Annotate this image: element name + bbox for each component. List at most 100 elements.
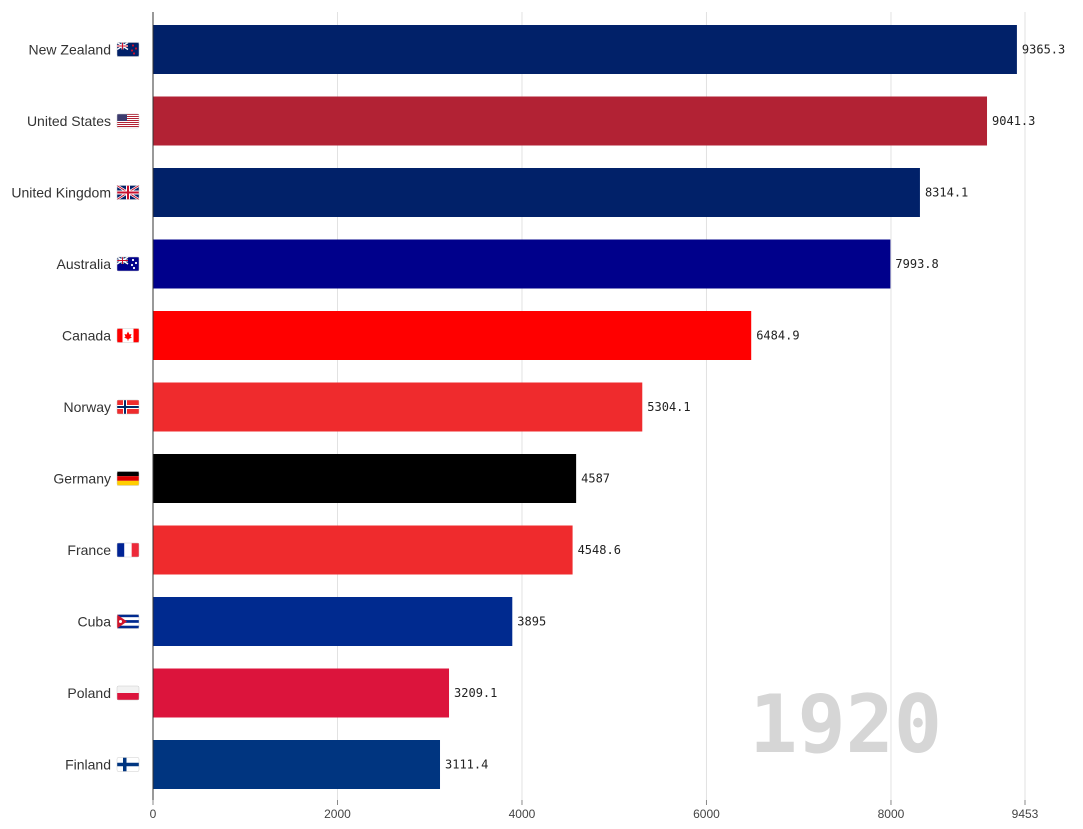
category-label: Germany <box>53 471 111 487</box>
value-label: 3209.1 <box>454 686 497 700</box>
flag-star <box>131 44 135 47</box>
bar <box>153 25 1017 74</box>
flag-part <box>117 617 139 621</box>
flag-part <box>117 620 139 623</box>
flag-part <box>117 191 139 194</box>
flag-part <box>131 543 139 557</box>
flag-border <box>116 42 140 57</box>
value-label: 9365.3 <box>1022 43 1065 57</box>
bar <box>153 668 450 718</box>
flag-part <box>117 45 128 47</box>
flag-part <box>117 127 139 128</box>
flag-part <box>124 331 132 341</box>
flag-part <box>117 260 128 261</box>
flag-part <box>117 120 139 121</box>
axes: 0 2000 4000 6000 8000 9453 New Zealand United S… <box>11 12 1039 821</box>
year-label: 1920 <box>749 678 942 771</box>
bar <box>153 168 920 217</box>
nz-flag-icon <box>116 41 140 57</box>
flag-star <box>132 266 136 270</box>
flag-border <box>116 471 140 486</box>
category-label: Poland <box>67 685 111 701</box>
bar <box>153 454 577 503</box>
value-label: 9041.3 <box>992 114 1035 128</box>
flag-border <box>116 328 140 343</box>
category-label: Norway <box>64 399 111 415</box>
flag-star <box>134 261 138 265</box>
x-tick-label: 6000 <box>693 807 720 821</box>
category-label: Finland <box>65 757 111 773</box>
flag-part <box>117 126 139 127</box>
norway-flag-icon <box>116 399 140 415</box>
bars: 9365.3 9041.3 8314.1 7993.8 6484.9 5304.1 4587… <box>153 25 1065 789</box>
flag-border <box>116 542 140 558</box>
flag-part <box>117 693 139 700</box>
flag-part <box>117 121 139 122</box>
value-label: 5304.1 <box>647 400 690 414</box>
flag-star <box>131 258 135 262</box>
x-tick-label: 9453 <box>1012 807 1039 821</box>
flag-part <box>117 117 139 118</box>
flag-part <box>117 114 127 121</box>
value-label: 4587 <box>581 472 610 486</box>
flag-part <box>117 125 139 126</box>
category-label: Australia <box>57 256 112 272</box>
cuba-flag-icon <box>116 614 140 629</box>
flag-border <box>116 113 140 129</box>
bar <box>153 382 643 432</box>
x-tick-label: 4000 <box>509 807 536 821</box>
flag-part <box>117 122 139 123</box>
flag-border <box>116 256 140 272</box>
flag-part <box>117 115 139 116</box>
value-label: 7993.8 <box>895 257 938 271</box>
bar <box>153 96 988 146</box>
flag-star <box>130 263 134 267</box>
category-label: Canada <box>62 328 111 344</box>
flag-part <box>117 625 139 629</box>
bar <box>153 740 441 789</box>
flag-border <box>116 399 140 415</box>
category-label: Cuba <box>78 614 112 630</box>
flag-part <box>117 471 139 477</box>
flag-part <box>117 476 139 481</box>
bar <box>153 239 891 289</box>
bar <box>153 311 752 360</box>
value-label: 3895 <box>517 615 546 629</box>
value-label: 3111.4 <box>445 758 488 772</box>
x-tick-label: 2000 <box>324 807 351 821</box>
category-label: United States <box>27 113 111 129</box>
bar <box>153 597 513 646</box>
value-label: 4548.6 <box>578 543 621 557</box>
flag-part <box>117 622 139 626</box>
flag-part <box>117 543 125 557</box>
flag-part <box>117 124 139 125</box>
flag-part <box>117 118 139 119</box>
value-label: 6484.9 <box>756 329 799 343</box>
category-label: France <box>67 542 111 558</box>
flag-part <box>117 119 139 120</box>
category-label: New Zealand <box>29 42 112 58</box>
value-label: 8314.1 <box>925 186 968 200</box>
flag-border <box>116 757 140 772</box>
flag-part <box>117 114 139 115</box>
flag-part <box>117 406 139 408</box>
bar <box>153 525 573 575</box>
flag-border <box>116 185 140 200</box>
us-flag-icon <box>116 113 140 129</box>
flag-border <box>116 685 140 701</box>
flag-part <box>117 480 139 486</box>
flag-star <box>132 52 136 55</box>
flag-part <box>117 328 123 343</box>
flag-part <box>117 614 139 618</box>
flag-star <box>134 47 138 50</box>
uk-flag-icon <box>116 184 140 201</box>
germany-flag-icon <box>116 471 140 486</box>
flag-border <box>116 614 140 629</box>
flag-part <box>117 123 139 124</box>
x-tick-label: 8000 <box>878 807 905 821</box>
flag-part <box>133 328 139 343</box>
canada-flag-icon <box>116 328 140 343</box>
x-tick-label: 0 <box>150 807 157 821</box>
flag-part <box>124 543 132 557</box>
